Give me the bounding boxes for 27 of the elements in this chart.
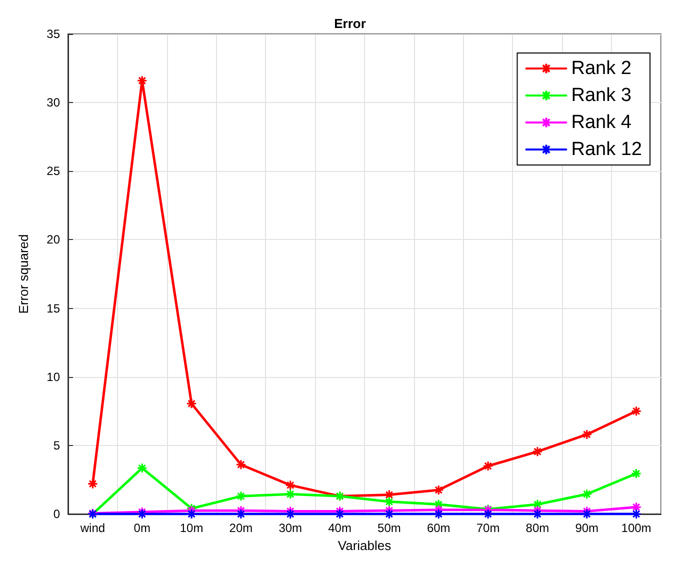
x-tick-label: 30m bbox=[278, 521, 302, 535]
x-tick-label: wind bbox=[79, 521, 106, 535]
x-tick-label: 40m bbox=[328, 521, 352, 535]
x-tick-label: 80m bbox=[526, 521, 550, 535]
x-tick-label: 70m bbox=[476, 521, 500, 535]
legend-label: Rank 12 bbox=[571, 139, 642, 160]
x-tick-label: 100m bbox=[621, 521, 652, 535]
y-tick-label: 10 bbox=[46, 370, 60, 384]
y-axis-title: Error squared bbox=[16, 234, 31, 314]
y-tick-label: 5 bbox=[53, 438, 60, 452]
x-tick-label: 50m bbox=[378, 521, 401, 535]
x-axis-title: Variables bbox=[338, 538, 392, 553]
y-tick-label: 0 bbox=[53, 507, 60, 521]
y-tick-label: 20 bbox=[46, 232, 60, 247]
x-tick-label: 60m bbox=[426, 521, 450, 535]
x-tick-label: 10m bbox=[180, 521, 204, 535]
legend-label: Rank 2 bbox=[571, 58, 632, 79]
x-tick-label: 20m bbox=[229, 521, 253, 535]
x-tick-label: 0m bbox=[134, 521, 150, 535]
y-tick-label: 15 bbox=[46, 301, 60, 316]
x-tick-label: 90m bbox=[575, 521, 599, 535]
legend-label: Rank 4 bbox=[571, 112, 632, 133]
y-tick-label: 35 bbox=[46, 27, 60, 41]
y-tick-label: 25 bbox=[46, 164, 60, 178]
chart-title: Error bbox=[334, 16, 366, 31]
legend-label: Rank 3 bbox=[571, 85, 632, 106]
y-tick-label: 30 bbox=[46, 96, 60, 110]
